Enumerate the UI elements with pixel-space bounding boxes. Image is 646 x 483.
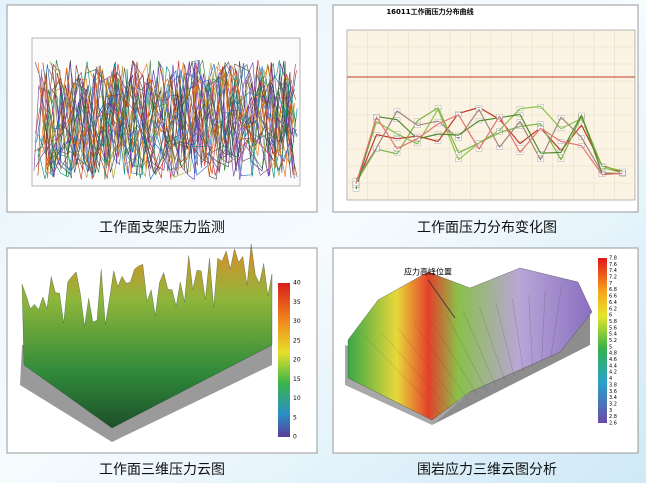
curve (355, 106, 623, 186)
colorbar-tick-label: 5.2 (609, 338, 617, 344)
colorbar-tick-label: 4.8 (609, 351, 617, 357)
colorbar-tick-label: 3.6 (609, 389, 617, 395)
colorbar-tick-label: 7.8 (609, 256, 617, 262)
caption: 围岩应力三维云图分析 (417, 461, 557, 478)
colorbar (598, 258, 607, 423)
curve (355, 114, 623, 184)
surface (21, 243, 273, 429)
colorbar-tick-label: 6.6 (609, 294, 617, 300)
trace (38, 62, 293, 179)
mesh-line (495, 302, 515, 377)
colorbar-tick-label: 25 (293, 337, 301, 344)
colorbar-tick-label: 0 (293, 434, 297, 441)
trace (34, 61, 292, 178)
panel-1: 工作面支架压力监测 (6, 4, 318, 236)
trace (35, 60, 297, 180)
mesh-line (512, 298, 524, 372)
mesh-line (479, 306, 506, 382)
colorbar-tick-label: 6.2 (609, 306, 617, 312)
colorbar-tick-label: 7.2 (609, 275, 617, 281)
trace (37, 61, 296, 179)
colorbar-tick-label: 7.4 (609, 268, 617, 274)
grid (347, 30, 635, 200)
colorbar-tick-label: 6.8 (609, 287, 617, 293)
colorbar-tick-label: 30 (293, 318, 301, 325)
trace (45, 65, 296, 180)
trace (35, 60, 294, 181)
mesh-line (541, 290, 546, 362)
colorbar-tick-label: 20 (293, 357, 301, 364)
panel-4: 应力高峰位置 2.62.833.23.43.63.844.24.44.64.85… (332, 247, 639, 478)
colorbar-tick-label: 35 (293, 299, 301, 306)
annotation: 应力高峰位置 (404, 267, 452, 277)
mesh-line (364, 335, 442, 416)
mesh-line (413, 323, 469, 401)
mesh-line (397, 327, 460, 406)
colorbar-ticks: 0 5 10 15 20 25 30 35 40 (293, 280, 301, 441)
trace (50, 61, 295, 179)
annotation-pointer (427, 279, 456, 319)
mesh-line (380, 331, 451, 411)
panel-2: 16011工作面压力分布曲线 工作面压力分布变化图 (332, 4, 639, 236)
colorbar-tick-label: 4.2 (609, 370, 617, 376)
colorbar-tick-label: 6.4 (609, 300, 617, 306)
colorbar-tick-label: 3.4 (609, 395, 617, 401)
chart-title: 16011工作面压力分布曲线 (386, 7, 473, 16)
colorbar-tick-label: 5 (293, 414, 297, 421)
colorbar-tick-label: 3.8 (609, 382, 617, 388)
mesh-line (446, 315, 487, 391)
curve (355, 107, 623, 183)
colorbar-tick-label: 5.6 (609, 325, 617, 331)
curve (355, 108, 623, 181)
trace (37, 63, 290, 179)
caption: 工作面三维压力云图 (99, 462, 225, 478)
colorbar-tick-label: 3.2 (609, 401, 617, 407)
colorbar-tick-label: 2.6 (609, 421, 617, 427)
mesh-line (528, 294, 533, 367)
colorbar-tick-label: 7.6 (609, 262, 617, 268)
panel-3: 0 5 10 15 20 25 30 35 40 工作面三维压力云图 (6, 243, 318, 478)
caption: 工作面支架压力监测 (99, 220, 225, 236)
colorbar-tick-label: 7 (609, 281, 612, 287)
colorbar-tick-label: 4 (609, 376, 612, 382)
mesh (364, 286, 562, 416)
colorbar-tick-label: 10 (293, 395, 301, 402)
colorbar-tick-label: 4.6 (609, 357, 617, 363)
caption: 工作面压力分布变化图 (417, 220, 557, 236)
mesh-line (462, 310, 497, 387)
trace (43, 65, 291, 178)
trace (37, 62, 296, 176)
colorbar-ticks: 2.62.833.23.43.63.844.24.44.64.855.25.45… (609, 256, 617, 427)
trace (45, 70, 298, 180)
colorbar-tick-label: 5.8 (609, 319, 617, 325)
series-lines (352, 104, 626, 192)
curve (355, 113, 623, 190)
colorbar-tick-label: 3 (609, 408, 612, 414)
trace (51, 61, 289, 176)
colorbar-tick-label: 5.4 (609, 332, 617, 338)
trace (50, 61, 296, 179)
trace (51, 60, 292, 179)
series-lines (33, 59, 298, 181)
colorbar-tick-label: 5 (609, 344, 612, 350)
colorbar-tick-label: 4.4 (609, 363, 617, 369)
colorbar-tick-label: 40 (293, 280, 301, 287)
colorbar (278, 283, 290, 437)
mesh-line (550, 286, 562, 357)
colorbar-tick-label: 2.8 (609, 414, 617, 420)
colorbar-tick-label: 15 (293, 376, 301, 383)
colorbar-tick-label: 6 (609, 313, 612, 319)
mesh-line (430, 319, 478, 396)
